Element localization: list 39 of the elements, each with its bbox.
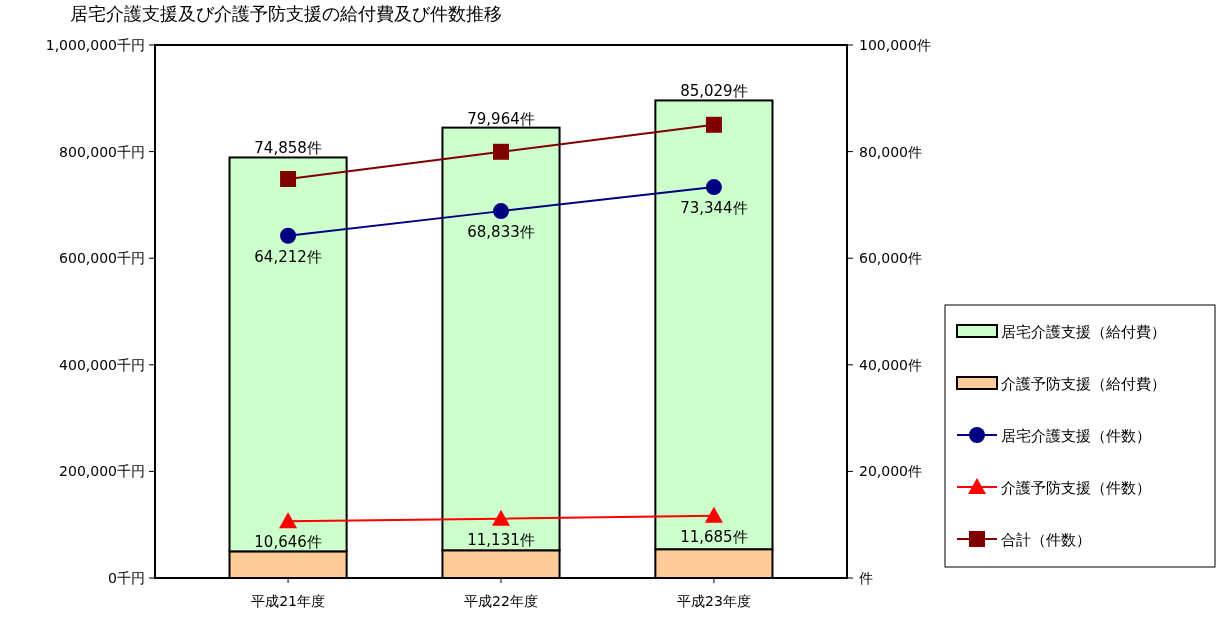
y2-tick-label: 件 [859, 570, 873, 586]
point [492, 509, 510, 526]
legend-label: 介護予防支援（件数） [1001, 479, 1151, 497]
y2-tick-label: 80,000件 [859, 143, 922, 160]
y-tick-label: 400,000千円 [59, 356, 145, 373]
x-tick-label: 平成23年度 [677, 593, 751, 609]
y-tick-label: 200,000千円 [59, 463, 145, 480]
point [705, 116, 722, 133]
point [704, 506, 723, 523]
data-label: 68,833件 [467, 223, 535, 242]
legend-label: 居宅介護支援（給付費） [1001, 323, 1166, 341]
point [280, 171, 297, 188]
y-tick-label: 0千円 [108, 570, 145, 586]
data-label: 73,344件 [680, 199, 748, 218]
chart-title: 居宅介護支援及び介護予防支援の給付費及び件数推移 [70, 3, 502, 24]
legend-label: 合計（件数） [1001, 531, 1091, 549]
y2-tick-label: 100,000件 [859, 37, 931, 53]
point [705, 179, 722, 196]
data-label: 11,131件 [467, 530, 535, 549]
x-tick-label: 平成21年度 [251, 593, 325, 609]
point [493, 203, 509, 220]
y-tick-label: 1,000,000千円 [45, 37, 145, 53]
data-label: 11,685件 [680, 527, 748, 546]
y2-tick-label: 60,000件 [859, 250, 922, 267]
point [493, 143, 509, 160]
y2-tick-label: 40,000件 [859, 356, 922, 373]
x-tick-label: 平成22年度 [464, 593, 538, 609]
point [279, 512, 298, 529]
legend-label: 介護予防支援（給付費） [1001, 375, 1166, 393]
y-tick-label: 600,000千円 [59, 250, 145, 267]
data-label: 10,646件 [254, 533, 322, 552]
data-label: 79,964件 [467, 109, 535, 128]
data-label: 64,212件 [254, 247, 322, 266]
y2-tick-label: 20,000件 [859, 463, 922, 480]
data-label: 74,858件 [254, 139, 322, 158]
data-label: 85,029件 [680, 82, 748, 101]
y-tick-label: 800,000千円 [59, 143, 145, 160]
legend-label: 居宅介護支援（件数） [1001, 427, 1151, 445]
point [280, 227, 297, 244]
